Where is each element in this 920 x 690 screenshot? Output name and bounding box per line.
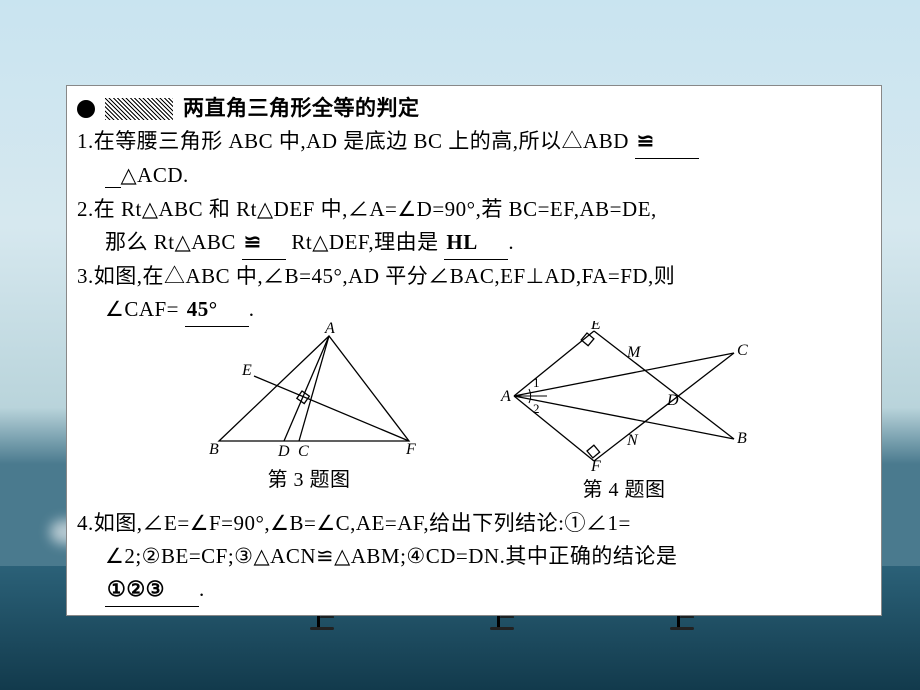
svg-text:C: C [737,342,748,359]
figure-3-svg: A B D C F E [199,321,419,461]
q3-line1: 3.如图,在△ABC 中,∠B=45°,AD 平分∠BAC,EF⊥AD,FA=F… [77,264,675,288]
svg-text:N: N [626,432,639,449]
svg-text:M: M [626,344,642,361]
q4-line1: 4.如图,∠E=∠F=90°,∠B=∠C,AE=AF,给出下列结论:①∠1= [77,511,631,535]
q2-line1: 2.在 Rt△ABC 和 Rt△DEF 中,∠A=∠D=90°,若 BC=EF,… [77,197,657,221]
q2-blank2: HL [444,226,508,260]
document-panel: 两直角三角形全等的判定 1.在等腰三角形 ABC 中,AD 是底边 BC 上的高… [66,85,882,616]
q1-text: 1.在等腰三角形 ABC 中,AD 是底边 BC 上的高,所以△ABD [77,129,635,153]
section-header: 两直角三角形全等的判定 [77,92,871,125]
svg-text:1: 1 [533,375,540,390]
q3-line2: ∠CAF= 45°. [77,297,255,321]
q1-cont: △ACD. [77,163,189,187]
q1-blank: ≌ [635,125,699,159]
figure-3-caption: 第 3 题图 [199,465,419,497]
svg-text:A: A [500,388,511,405]
q2-blank1: ≌ [242,226,286,260]
figure-4-caption: 第 4 题图 [499,475,749,507]
q4-line3: ①②③. [77,577,205,601]
svg-text:C: C [298,443,309,460]
svg-text:D: D [277,443,290,460]
q2-line2: 那么 Rt△ABC ≌ Rt△DEF,理由是 HL. [77,230,514,254]
topic-badge [105,98,173,120]
svg-text:B: B [209,441,219,458]
q4-line2: ∠2;②BE=CF;③△ACN≌△ABM;④CD=DN.其中正确的结论是 [77,544,677,568]
svg-text:B: B [737,430,747,447]
svg-text:F: F [405,441,416,458]
question-4: 4.如图,∠E=∠F=90°,∠B=∠C,AE=AF,给出下列结论:①∠1= ∠… [77,507,871,608]
q1-blank-tail [105,163,121,188]
svg-text:F: F [590,458,601,471]
figure-row: A B D C F E 第 3 题图 [77,321,871,507]
question-2: 2.在 Rt△ABC 和 Rt△DEF 中,∠A=∠D=90°,若 BC=EF,… [77,193,871,260]
figure-3: A B D C F E 第 3 题图 [199,321,419,507]
question-1: 1.在等腰三角形 ABC 中,AD 是底边 BC 上的高,所以△ABD ≌ △A… [77,125,871,192]
svg-text:2: 2 [533,401,540,416]
figure-4-svg: A E F C B M N D 1 2 [499,321,749,471]
section-title: 两直角三角形全等的判定 [183,92,420,125]
svg-text:A: A [324,321,335,337]
bullet-icon [77,100,95,118]
question-3: 3.如图,在△ABC 中,∠B=45°,AD 平分∠BAC,EF⊥AD,FA=F… [77,260,871,327]
q4-blank: ①②③ [105,573,199,607]
figure-4: A E F C B M N D 1 2 第 4 题图 [499,321,749,507]
svg-text:E: E [590,321,601,333]
svg-text:E: E [241,362,252,379]
svg-text:D: D [666,392,679,409]
